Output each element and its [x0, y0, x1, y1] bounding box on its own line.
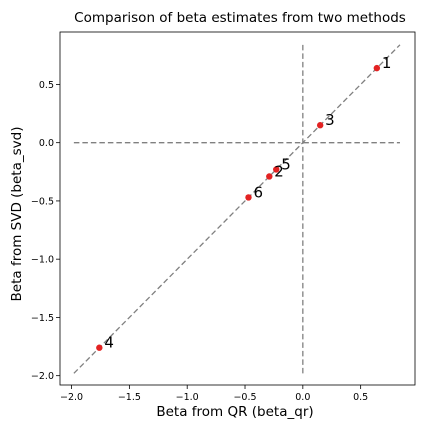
x-axis-label: Beta from QR (beta_qr) [156, 404, 313, 420]
point-label-1: 1 [382, 54, 392, 72]
data-point-4 [96, 344, 103, 351]
y-tick-label: −2.0 [31, 371, 54, 382]
point-label-4: 4 [104, 334, 114, 352]
point-label-6: 6 [253, 183, 263, 201]
x-tick-label: −2.0 [60, 392, 83, 403]
y-tick-label: −1.0 [31, 255, 54, 266]
data-point-2 [266, 173, 273, 180]
y-tick-label: −1.5 [31, 313, 54, 324]
reference-lines [73, 44, 401, 374]
data-point-5 [273, 166, 280, 173]
x-tick-label: 0.0 [295, 392, 310, 403]
data-point-1 [373, 64, 381, 72]
plot-frame [59, 31, 416, 386]
data-point-3 [316, 122, 324, 129]
data-point-6 [245, 194, 252, 201]
x-tick-label: −0.5 [233, 392, 256, 403]
y-axis-label: Beta from SVD (beta_svd) [9, 127, 25, 302]
x-tick-label: −1.0 [176, 392, 199, 403]
x-tick-label: −1.5 [118, 392, 141, 403]
y-axis-ticks: −2.0 −1.5 −1.0 −0.5 0.0 0.5 [31, 80, 60, 382]
y-tick-label: −0.5 [31, 196, 54, 207]
point-label-5: 5 [281, 155, 291, 173]
y-tick-label: 0.0 [39, 138, 54, 149]
data-points: 1 3 526 4 [96, 54, 391, 352]
point-label-3: 3 [325, 111, 335, 129]
y-tick-label: 0.5 [39, 80, 54, 91]
chart-title: Comparison of beta estimates from two me… [74, 10, 406, 26]
x-axis-ticks: −2.0 −1.5 −1.0 −0.5 0.0 0.5 [60, 385, 368, 403]
point-label-2: 2 [274, 162, 284, 180]
x-tick-label: 0.5 [353, 392, 368, 403]
identity-diagonal-line [73, 44, 401, 374]
